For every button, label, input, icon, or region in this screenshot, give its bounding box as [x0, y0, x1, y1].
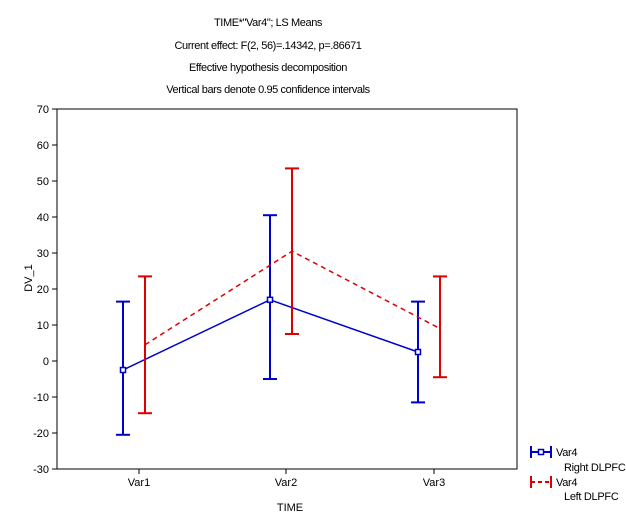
y-tick-label: 70 [37, 104, 49, 116]
title-line-1: TIME*"Var4"; LS Means [214, 17, 323, 29]
mean-point [266, 296, 274, 304]
chart-title: TIME*"Var4"; LS Means Current effect: F(… [166, 17, 371, 96]
legend-label-var4-1: Var4 [556, 447, 577, 459]
series-left-dlpfc [138, 167, 447, 415]
x-axis-label: TIME [277, 502, 303, 514]
y-tick-label: -30 [33, 464, 49, 476]
legend-label-right-dlpfc: Right DLPFC [564, 462, 626, 474]
y-axis-label: DV_1 [23, 264, 35, 292]
y-tick-label: 10 [37, 320, 49, 332]
series-layer [116, 167, 447, 436]
x-tick-label: Var3 [423, 477, 445, 489]
y-tick-label: 30 [37, 248, 49, 260]
plot-frame [56, 108, 518, 470]
legend-label-var4-2: Var4 [556, 477, 577, 489]
legend-item-right-dlpfc: Var4 Right DLPFC [530, 446, 626, 474]
mean-point [414, 348, 422, 356]
x-tick-label: Var2 [275, 477, 297, 489]
mean-point [119, 366, 127, 374]
y-tick-label: -20 [33, 428, 49, 440]
y-axis: -30 -20 -10 0 10 20 30 40 50 60 70 [33, 104, 57, 476]
y-tick-label: 0 [43, 356, 49, 368]
x-axis: Var1 Var2 Var3 [128, 469, 445, 489]
title-line-4: Vertical bars denote 0.95 confidence int… [166, 84, 370, 96]
y-tick-label: -10 [33, 392, 49, 404]
x-tick-label: Var1 [128, 477, 150, 489]
legend: Var4 Right DLPFC Var4 Left DLPFC [530, 446, 626, 503]
y-tick-label: 60 [37, 140, 49, 152]
title-line-3: Effective hypothesis decomposition [189, 62, 347, 74]
legend-item-left-dlpfc: Var4 Left DLPFC [530, 476, 619, 503]
y-tick-label: 50 [37, 176, 49, 188]
y-tick-label: 20 [37, 284, 49, 296]
title-line-2: Current effect: F(2, 56)=.14342, p=.8667… [174, 40, 361, 52]
legend-marker-square-icon [537, 448, 545, 456]
legend-label-left-dlpfc: Left DLPFC [564, 491, 619, 503]
series-right-dlpfc [116, 214, 425, 436]
y-tick-label: 40 [37, 212, 49, 224]
